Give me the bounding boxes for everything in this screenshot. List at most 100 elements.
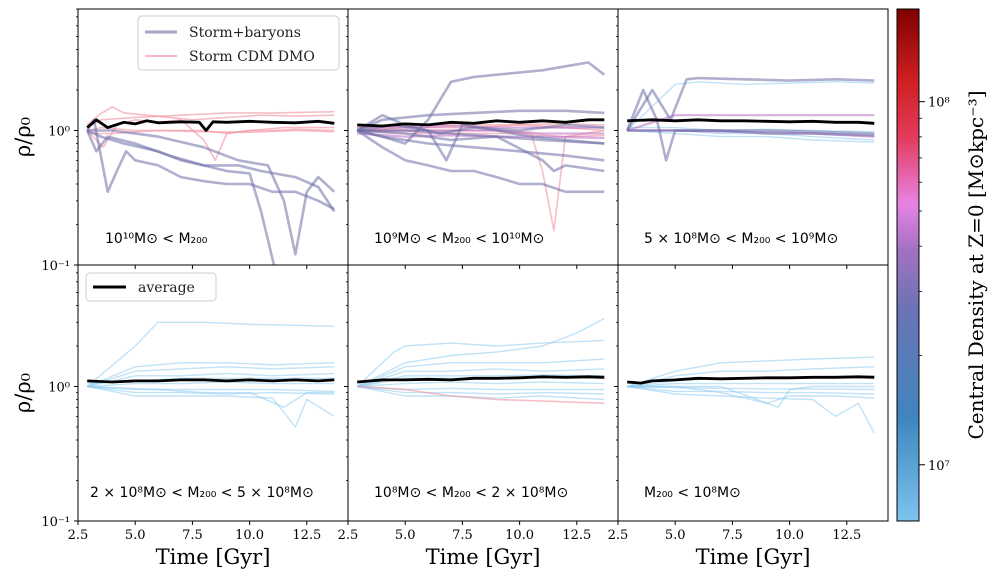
x-tick-label: 10.0	[235, 528, 264, 543]
p2-baryons-line-5	[357, 129, 605, 173]
p2-dmo-line-0	[357, 129, 605, 232]
panel-2-lines	[356, 61, 606, 232]
legend-bottom-box	[85, 272, 217, 302]
p3-blue-line-3	[626, 81, 875, 132]
panel-4-annotation: 2 × 10⁸M⊙ < M₂₀₀ < 5 × 10⁸M⊙	[90, 485, 314, 501]
p1-baryons-line-1	[86, 129, 276, 265]
p1-average-line	[86, 118, 335, 132]
x-axis-label-1: Time [Gyr]	[156, 545, 271, 569]
p2-baryons-line-4	[357, 123, 605, 162]
x-axis-label-2: Time [Gyr]	[426, 545, 541, 569]
p6-blue-line-5	[627, 385, 875, 395]
p2-baryons-line-0	[356, 61, 606, 145]
panel-6: M₂₀₀ < 10⁸M⊙	[617, 264, 889, 522]
y-tick-label: 10⁰	[48, 124, 70, 139]
p5-blue-line-5	[357, 381, 605, 388]
axis-ticks: 10⁻¹ 10⁰ 2.5 5.0 7.5 10.0 12.5 10⁻¹ 10⁰ 2.5 5.0 7.5…	[41, 8, 861, 543]
colorbar-tick-label: 10⁸	[928, 96, 950, 111]
p3-average-line	[627, 118, 875, 125]
p6-blue-line-1	[627, 366, 875, 388]
p4-blue-line-8	[87, 385, 335, 408]
x-tick-label: 12.5	[562, 528, 591, 543]
x-tick-label: 5.0	[665, 528, 686, 543]
panel-1-annotation: 10¹⁰M⊙ < M₂₀₀	[105, 231, 208, 247]
legend-dmo-label: Storm CDM DMO	[189, 49, 315, 65]
legend-baryons-label: Storm+baryons	[189, 25, 301, 41]
panel-6-lines	[626, 356, 875, 434]
p3-mid-line-1	[626, 114, 875, 132]
x-tick-label: 2.5	[608, 528, 629, 543]
p4-blue-line-4	[87, 381, 335, 388]
p4-blue-line-1	[86, 362, 335, 388]
x-tick-label: 12.5	[832, 528, 861, 543]
p5-dmo-line-0	[357, 385, 605, 405]
panel-4: 2 × 10⁸M⊙ < M₂₀₀ < 5 × 10⁸M⊙	[77, 264, 349, 522]
p4-blue-line-5	[87, 385, 335, 393]
y-axis-label-bottom: ρ/ρ₀	[11, 373, 35, 413]
p4-blue-line-2	[86, 366, 335, 388]
p6-blue-line-3	[627, 382, 875, 388]
x-tick-label: 5.0	[395, 528, 416, 543]
p2-baryons-line-1	[356, 109, 605, 132]
p5-average-line	[357, 375, 605, 384]
p3-baryons-line-1	[625, 88, 875, 162]
colorbar-label: Central Density at Z=0 [M⊙kpc⁻³]	[964, 91, 988, 440]
x-tick-label: 7.5	[182, 528, 203, 543]
x-tick-label: 7.5	[452, 528, 473, 543]
panel-1-lines	[86, 106, 336, 265]
p5-blue-line-3	[356, 368, 605, 388]
y-tick-label: 10⁻¹	[41, 259, 70, 274]
p4-average-line	[87, 378, 335, 384]
y-axis-label-top: ρ/ρ₀	[11, 117, 35, 157]
p4-blue-line-0	[86, 321, 335, 388]
p2-baryons-line-3	[356, 129, 605, 162]
colorbar: 10⁷ 10⁸ Central Density at Z=0 [M⊙kpc⁻³]	[896, 8, 988, 522]
p6-blue-line-4	[627, 385, 875, 391]
legend-top: Storm+baryons Storm CDM DMO	[137, 15, 340, 71]
colorbar-ticks: 10⁷ 10⁸	[919, 96, 950, 474]
p4-blue-line-7	[87, 385, 335, 428]
x-tick-label: 2.5	[338, 528, 359, 543]
p5-blue-line-2	[356, 358, 605, 388]
x-tick-label: 10.0	[775, 528, 804, 543]
colorbar-tick-label: 10⁷	[928, 459, 950, 474]
p1-baryons-line-3	[86, 129, 336, 213]
panel-5: 10⁸M⊙ < M₂₀₀ < 2 × 10⁸M⊙	[347, 264, 619, 522]
p5-blue-line-1	[356, 339, 605, 388]
p1-baryons-line-0	[86, 118, 335, 211]
legend-top-box	[137, 15, 340, 71]
p4-blue-line-3	[87, 372, 335, 388]
p3-baryons-line-2	[627, 129, 875, 135]
p6-average-line	[627, 375, 875, 385]
p6-blue-line-8	[627, 385, 875, 404]
x-tick-label: 10.0	[505, 528, 534, 543]
legend-average-label: average	[138, 280, 195, 296]
p6-blue-line-6	[627, 385, 875, 434]
panel-3-annotation: 5 × 10⁸M⊙ < M₂₀₀ < 10⁹M⊙	[644, 231, 838, 247]
p3-baryons-line-0	[626, 76, 875, 132]
x-tick-label: 5.0	[125, 528, 146, 543]
panel-2-annotation: 10⁹M⊙ < M₂₀₀ < 10¹⁰M⊙	[374, 231, 544, 247]
p2-baryons-line-6	[356, 113, 605, 135]
colorbar-gradient	[896, 8, 920, 522]
panel-2: 10⁹M⊙ < M₂₀₀ < 10¹⁰M⊙	[347, 8, 619, 266]
p5-blue-line-4	[357, 374, 605, 388]
y-tick-label: 10⁰	[48, 380, 70, 395]
y-tick-label: 10⁻¹	[41, 515, 70, 530]
x-tick-label: 2.5	[68, 528, 89, 543]
panel-4-lines	[86, 321, 335, 428]
legend-bottom: average	[85, 272, 217, 302]
p6-blue-line-0	[626, 356, 875, 388]
p1-dmo-line-2	[86, 119, 335, 162]
panel-3: 5 × 10⁸M⊙ < M₂₀₀ < 10⁹M⊙	[617, 8, 889, 266]
x-tick-label: 7.5	[722, 528, 743, 543]
p2-average-line	[357, 118, 605, 128]
p1-dmo-line-3	[87, 129, 335, 135]
panel-5-lines	[356, 317, 605, 405]
p5-blue-line-0	[356, 317, 605, 388]
p1-dmo-line-1	[86, 106, 335, 126]
p2-baryons-line-7	[357, 129, 605, 145]
x-tick-label: 12.5	[292, 528, 321, 543]
p5-blue-line-7	[357, 385, 605, 395]
